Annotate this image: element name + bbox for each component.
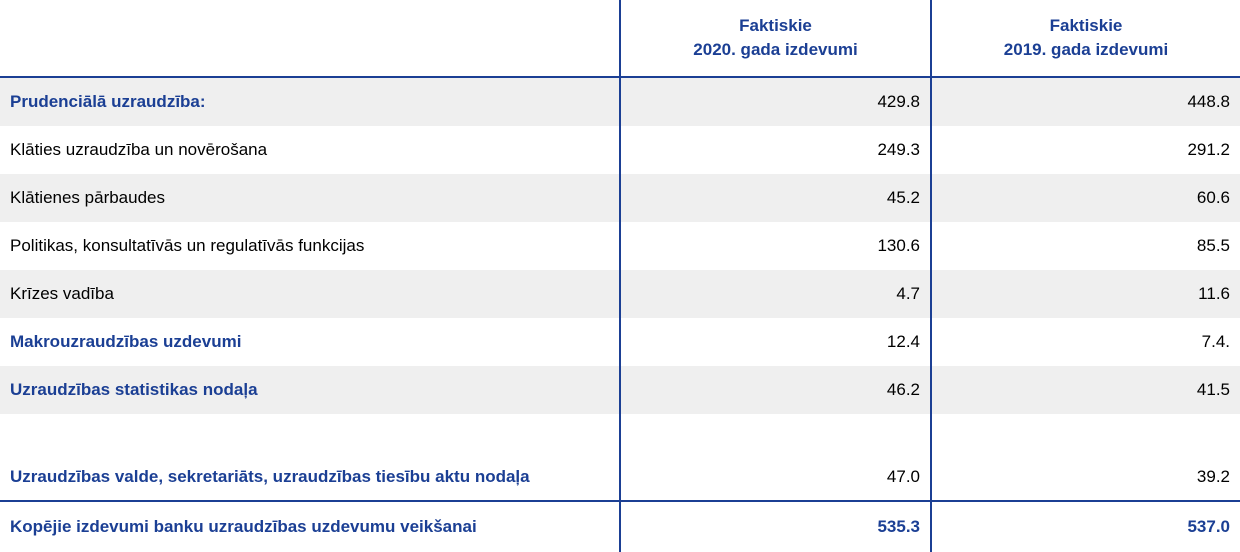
- row-label: Klāties uzraudzība un novērošana: [10, 140, 268, 159]
- total-row: Kopējie izdevumi banku uzraudzības uzdev…: [0, 500, 1240, 552]
- column-header: Faktiskie 2020. gada izdevumi: [619, 0, 931, 78]
- cell-value: 429.8: [619, 77, 931, 126]
- table-row: Prudenciālā uzraudzība: 429.8 448.8: [0, 77, 1240, 126]
- label-text: Uzraudzības valde, sekretariāts, uzraudz…: [10, 467, 530, 486]
- cell-value: 45.2: [619, 174, 931, 222]
- cell-value: 12.4: [619, 318, 931, 366]
- table-row: Uzraudzības valde, sekretariāts, uzraudz…: [0, 414, 1240, 501]
- cell-value: 39.2: [930, 414, 1240, 501]
- row-label: Politikas, konsultatīvās un regulatīvās …: [10, 236, 365, 255]
- cell-value: 7.4.: [930, 318, 1240, 366]
- cell-value: 46.2: [619, 366, 931, 414]
- cell-value: 448.8: [930, 77, 1240, 126]
- row-label: Uzraudzības valde, sekretariāts, uzraudz…: [0, 414, 620, 501]
- table-row: Krīzes vadība 4.7 11.6: [0, 270, 1240, 318]
- empty-header: [0, 0, 620, 78]
- row-label: Makrouzraudzības uzdevumi: [10, 332, 242, 351]
- column-header: Faktiskie 2019. gada izdevumi: [930, 0, 1240, 78]
- header-line: 2020. gada izdevumi: [693, 40, 858, 59]
- row-label: Klātienes pārbaudes: [0, 174, 620, 222]
- cell-value: 130.6: [619, 222, 931, 270]
- header-line: 2019. gada izdevumi: [1003, 40, 1169, 59]
- table-row: Makrouzraudzības uzdevumi 12.4 7.4.: [0, 318, 1240, 366]
- cell-value: 535.3: [619, 500, 931, 552]
- row-label: Uzraudzības statistikas nodaļa: [0, 366, 620, 414]
- cell-value: 60.6: [930, 174, 1240, 222]
- cell-value: 291.2: [930, 126, 1240, 174]
- cell-value: 537.0: [930, 500, 1240, 552]
- table-row: Politikas, konsultatīvās un regulatīvās …: [0, 222, 1240, 270]
- cell-value: 4.7: [619, 270, 931, 318]
- cell-value: 47.0: [619, 414, 931, 501]
- row-label: Kopējie izdevumi banku uzraudzības uzdev…: [0, 500, 620, 552]
- cell-value: 249.3: [619, 126, 931, 174]
- row-label: Krīzes vadība: [0, 270, 620, 318]
- table-body: Prudenciālā uzraudzība: 429.8 448.8 Klāties…: [0, 77, 1240, 501]
- header-line: Faktiskie: [1049, 16, 1123, 35]
- cell-value: 85.5: [930, 222, 1240, 270]
- header-line: Faktiskie: [739, 16, 812, 35]
- cell-value: 41.5: [930, 366, 1240, 414]
- cell-value: 11.6: [930, 270, 1240, 318]
- table-row: Klāties uzraudzība un novērošana 249.3 291…: [0, 126, 1240, 174]
- table-row: Uzraudzības statistikas nodaļa 46.2 41.5: [0, 366, 1240, 414]
- row-label: Prudenciālā uzraudzība:: [0, 77, 620, 126]
- header-row: Faktiskie 2020. gada izdevumi Faktiskie 20…: [0, 0, 1240, 78]
- table-row: Klātienes pārbaudes 45.2 60.6: [0, 174, 1240, 222]
